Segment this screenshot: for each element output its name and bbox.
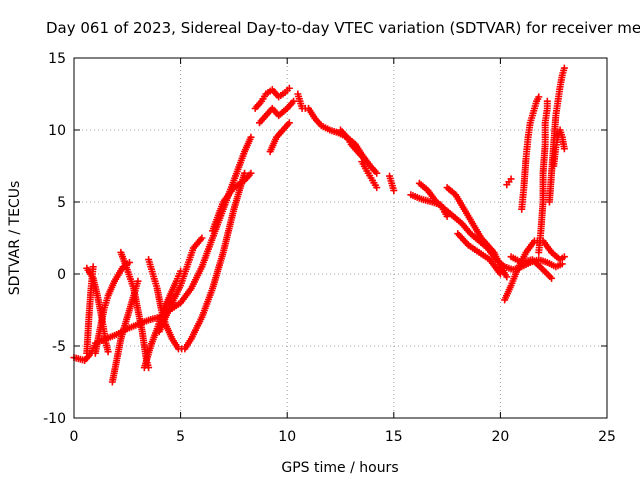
axis-ticks: 0 5 10 15 20 25 -10 -5 0 5 10 15 xyxy=(43,51,616,445)
series-trace-25 xyxy=(535,97,551,256)
data-point xyxy=(560,253,568,261)
data-point xyxy=(560,64,568,72)
plot-frame xyxy=(73,57,608,419)
y-tick-label: -5 xyxy=(52,339,66,355)
series-trace-20 xyxy=(443,184,511,281)
data-point xyxy=(89,263,97,271)
data-point xyxy=(247,133,255,141)
series-trace-24 xyxy=(518,93,543,213)
data-point xyxy=(390,186,398,194)
series-trace-9 xyxy=(155,234,206,336)
series-trace-5 xyxy=(108,277,142,386)
data-point xyxy=(198,234,206,242)
data-point xyxy=(285,84,293,92)
data-point xyxy=(373,184,381,192)
series-trace-22 xyxy=(501,237,568,304)
y-tick-label: 5 xyxy=(57,195,66,211)
data-point xyxy=(247,169,255,177)
series-trace-10 xyxy=(209,169,255,235)
y-tick-label: 0 xyxy=(57,267,66,283)
series-trace-13 xyxy=(266,119,293,156)
series-trace-14 xyxy=(294,90,381,177)
y-tick-label: 15 xyxy=(48,51,66,67)
data-point xyxy=(241,169,249,177)
data-series xyxy=(70,64,568,386)
data-point xyxy=(104,348,112,356)
x-tick-label: 15 xyxy=(385,429,403,445)
x-axis-label: GPS time / hours xyxy=(281,460,398,476)
series-trace-7 xyxy=(140,267,185,372)
series-trace-8 xyxy=(145,169,249,353)
series-trace-28 xyxy=(503,175,515,189)
grid-lines xyxy=(74,58,607,418)
data-point xyxy=(543,97,551,105)
series-trace-23 xyxy=(507,253,556,282)
data-point xyxy=(548,274,556,282)
series-trace-11 xyxy=(251,84,293,112)
data-point xyxy=(507,175,515,183)
x-tick-label: 5 xyxy=(176,429,185,445)
data-point xyxy=(503,273,511,281)
x-tick-label: 10 xyxy=(278,429,296,445)
series-trace-21 xyxy=(454,230,504,278)
chart-title: Day 061 of 2023, Sidereal Day-to-day VTE… xyxy=(46,19,640,37)
y-tick-label: -10 xyxy=(43,411,66,427)
data-point xyxy=(560,145,568,153)
y-tick-label: 10 xyxy=(48,123,66,139)
series-trace-12 xyxy=(255,97,298,127)
data-point xyxy=(535,93,543,101)
x-tick-label: 20 xyxy=(491,429,509,445)
data-point xyxy=(134,277,142,285)
series-trace-27 xyxy=(550,126,568,170)
series-trace-16 xyxy=(358,158,381,192)
data-point xyxy=(496,270,504,278)
series-trace-17 xyxy=(386,172,398,194)
x-tick-label: 25 xyxy=(598,429,616,445)
data-point xyxy=(290,97,298,105)
x-tick-label: 0 xyxy=(70,429,79,445)
y-axis-label: SDTVAR / TECUs xyxy=(7,181,23,296)
data-point xyxy=(373,169,381,177)
data-point xyxy=(285,119,293,127)
series-trace-15 xyxy=(337,126,368,163)
